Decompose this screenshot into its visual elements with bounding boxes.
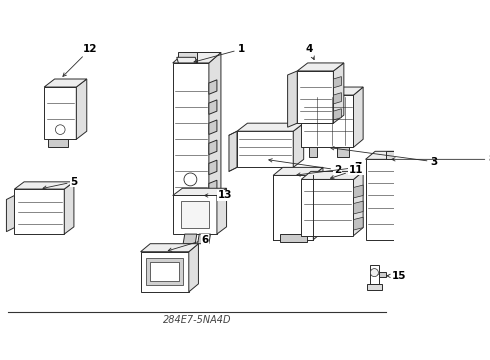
- Polygon shape: [467, 274, 475, 282]
- Polygon shape: [486, 239, 490, 260]
- Polygon shape: [353, 185, 363, 198]
- Polygon shape: [369, 265, 379, 284]
- Polygon shape: [333, 77, 342, 88]
- Text: 284E7-5NA4D: 284E7-5NA4D: [163, 315, 231, 325]
- Polygon shape: [353, 217, 363, 230]
- Text: 10: 10: [0, 359, 1, 360]
- Text: 2: 2: [269, 159, 341, 175]
- Polygon shape: [209, 180, 217, 195]
- Text: 5: 5: [43, 177, 77, 189]
- Polygon shape: [297, 71, 333, 123]
- Polygon shape: [183, 234, 197, 244]
- Polygon shape: [480, 239, 485, 260]
- Polygon shape: [410, 151, 419, 240]
- Text: 6: 6: [168, 235, 208, 251]
- Polygon shape: [76, 79, 87, 139]
- Polygon shape: [217, 188, 226, 234]
- Polygon shape: [450, 269, 490, 300]
- Polygon shape: [237, 123, 304, 131]
- Polygon shape: [477, 285, 485, 293]
- Polygon shape: [450, 262, 490, 269]
- Polygon shape: [288, 71, 297, 127]
- Polygon shape: [209, 53, 221, 216]
- Polygon shape: [472, 239, 477, 260]
- Text: 12: 12: [63, 44, 97, 76]
- Polygon shape: [456, 274, 465, 282]
- Polygon shape: [301, 87, 363, 95]
- Polygon shape: [44, 79, 87, 87]
- Polygon shape: [150, 262, 179, 282]
- Polygon shape: [173, 195, 217, 234]
- Polygon shape: [386, 151, 402, 159]
- Polygon shape: [454, 230, 490, 236]
- Polygon shape: [141, 252, 189, 292]
- Polygon shape: [313, 167, 323, 240]
- Polygon shape: [293, 123, 304, 167]
- Polygon shape: [209, 140, 217, 154]
- Polygon shape: [301, 95, 353, 147]
- Polygon shape: [173, 53, 221, 63]
- Polygon shape: [353, 201, 363, 214]
- Polygon shape: [173, 63, 209, 216]
- Text: 11: 11: [330, 165, 363, 179]
- Polygon shape: [297, 63, 344, 71]
- Polygon shape: [273, 167, 323, 175]
- Polygon shape: [44, 87, 76, 139]
- Polygon shape: [273, 175, 313, 240]
- Text: 8: 8: [392, 154, 490, 165]
- Text: 15: 15: [387, 271, 407, 281]
- Polygon shape: [367, 284, 382, 290]
- Text: 3: 3: [331, 147, 438, 167]
- Text: 9: 9: [0, 359, 1, 360]
- Polygon shape: [488, 285, 490, 293]
- Polygon shape: [467, 285, 475, 293]
- Polygon shape: [456, 285, 465, 293]
- Polygon shape: [301, 179, 353, 236]
- Circle shape: [370, 269, 378, 276]
- Polygon shape: [477, 274, 485, 282]
- Polygon shape: [64, 182, 74, 234]
- Circle shape: [184, 173, 197, 186]
- Polygon shape: [353, 87, 363, 147]
- Text: 13: 13: [204, 190, 232, 201]
- Polygon shape: [488, 274, 490, 282]
- Polygon shape: [460, 239, 465, 260]
- Polygon shape: [237, 131, 293, 167]
- Polygon shape: [338, 147, 349, 157]
- Polygon shape: [209, 120, 217, 134]
- Polygon shape: [6, 195, 15, 231]
- Polygon shape: [366, 151, 419, 159]
- Polygon shape: [379, 272, 386, 278]
- Polygon shape: [366, 159, 410, 240]
- Circle shape: [55, 125, 65, 134]
- Polygon shape: [229, 131, 237, 171]
- Polygon shape: [309, 147, 318, 157]
- Polygon shape: [333, 63, 344, 123]
- Polygon shape: [353, 171, 363, 236]
- Text: 7: 7: [297, 162, 361, 176]
- Polygon shape: [141, 244, 198, 252]
- Polygon shape: [280, 234, 307, 242]
- Polygon shape: [48, 139, 68, 147]
- Polygon shape: [301, 171, 363, 179]
- Text: 1: 1: [194, 44, 245, 63]
- Polygon shape: [173, 188, 226, 195]
- Polygon shape: [197, 234, 211, 244]
- Polygon shape: [146, 258, 183, 285]
- Polygon shape: [209, 80, 217, 94]
- Polygon shape: [333, 93, 342, 104]
- Polygon shape: [177, 57, 197, 63]
- Polygon shape: [454, 236, 490, 264]
- Polygon shape: [15, 189, 64, 234]
- Polygon shape: [209, 160, 217, 175]
- Polygon shape: [333, 109, 342, 120]
- Polygon shape: [178, 53, 197, 63]
- Text: 14: 14: [0, 359, 1, 360]
- Polygon shape: [181, 201, 209, 228]
- Polygon shape: [209, 100, 217, 114]
- Polygon shape: [466, 239, 471, 260]
- Polygon shape: [15, 182, 74, 189]
- Text: 4: 4: [306, 44, 314, 59]
- Polygon shape: [189, 244, 198, 292]
